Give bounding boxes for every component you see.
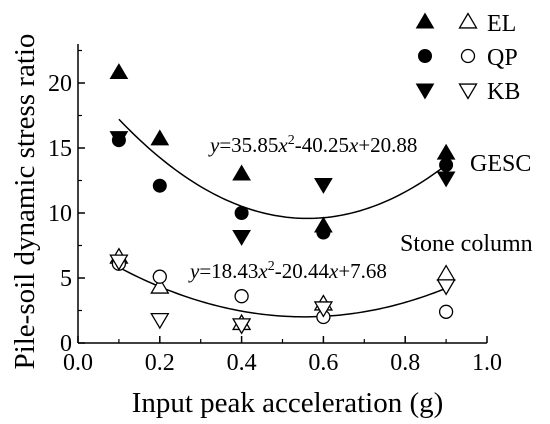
point-gesc-qp	[234, 206, 249, 220]
fit-curve-gesc	[118, 118, 447, 220]
point-stone-qp	[152, 269, 167, 284]
group-label-gesc: GESC	[470, 151, 531, 177]
fit-curve-stone-column	[118, 266, 447, 318]
point-stone-kb	[313, 301, 334, 318]
annotations: GESC Stone column y=35.85x2-40.25x+20.88 y=…	[188, 133, 533, 283]
legend-label-el: EL	[487, 11, 516, 37]
x-tick-label: 0.2	[145, 350, 175, 376]
point-gesc-kb	[314, 177, 333, 194]
point-gesc-qp	[439, 157, 454, 172]
axes: 0.0 0.2 0.4 0.6 0.8 1.0 0 5 10 15 20 Input peak acc…	[9, 34, 502, 419]
y-tick-label: 15	[48, 136, 72, 162]
point-gesc-qp	[152, 178, 167, 193]
legend-marker-open-qp	[460, 48, 476, 64]
point-gesc-kb	[232, 229, 251, 246]
legend-marker-filled-kb	[415, 83, 435, 100]
point-stone-qp	[438, 304, 454, 319]
point-stone-el	[150, 277, 170, 294]
legend-marker-filled-el	[415, 12, 435, 29]
point-stone-kb	[436, 279, 456, 296]
group-label-stone-column: Stone column	[400, 231, 533, 257]
point-gesc-el	[150, 129, 170, 146]
y-tick-label: 20	[48, 71, 72, 97]
x-tick-label: 0.4	[227, 350, 257, 376]
fit-curves	[118, 118, 447, 318]
point-stone-qp	[234, 289, 249, 304]
y-tick-label: 0	[60, 331, 72, 357]
point-stone-kb	[109, 254, 129, 271]
data-points	[109, 63, 456, 335]
legend-label-kb: KB	[487, 79, 520, 105]
legend-label-qp: QP	[487, 45, 518, 71]
point-gesc-el	[109, 63, 129, 80]
point-gesc-kb	[109, 131, 129, 148]
x-tick-label: 0.6	[308, 350, 338, 376]
x-tick-label: 0.8	[390, 350, 420, 376]
point-gesc-qp	[316, 225, 331, 240]
legend-marker-open-el	[458, 12, 478, 29]
fit-equation-stone-column: y=18.43x2-20.44x+7.68	[188, 259, 387, 283]
legend-marker-filled-qp	[418, 49, 432, 63]
point-gesc-el	[232, 164, 251, 181]
y-tick-label: 10	[48, 201, 72, 227]
point-stone-kb	[150, 312, 170, 330]
x-tick-label: 0.0	[63, 350, 93, 376]
point-stone-el	[436, 264, 456, 281]
y-tick-label: 5	[60, 266, 72, 292]
point-gesc-el	[436, 143, 456, 160]
legend-marker-open-kb	[458, 83, 478, 100]
point-gesc-kb	[436, 171, 456, 188]
x-axis-title: Input peak acceleration (g)	[132, 387, 444, 419]
x-tick-label: 1.0	[472, 350, 502, 376]
fit-equation-gesc: y=35.85x2-40.25x+20.88	[208, 133, 417, 157]
y-axis-title: Pile-soil dynamic stress ratio	[9, 34, 41, 370]
point-stone-kb	[231, 318, 252, 335]
legend: EL QP KB	[415, 11, 520, 105]
